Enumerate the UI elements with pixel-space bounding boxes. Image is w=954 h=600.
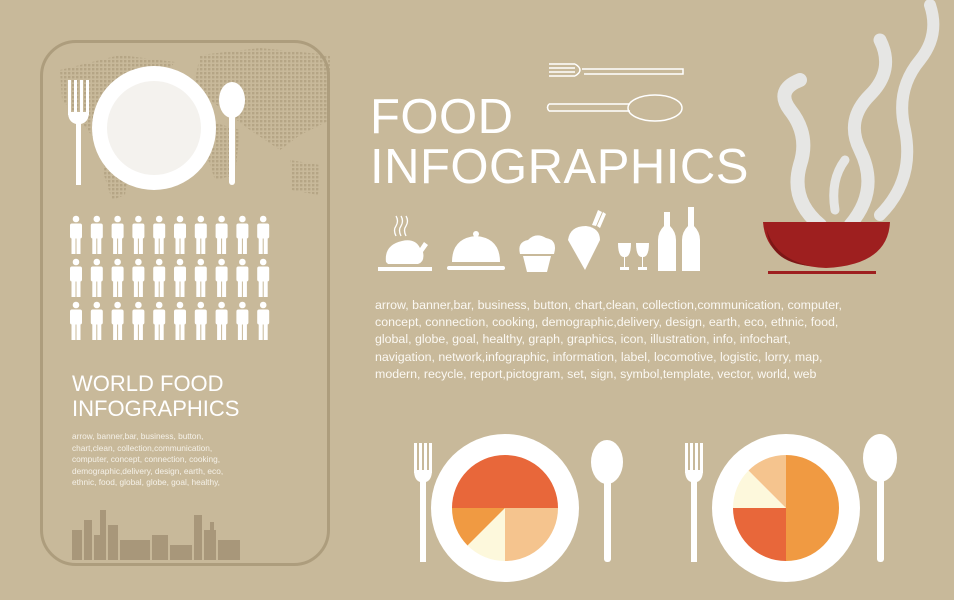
spoon-icon: [863, 434, 897, 562]
person-icon: [90, 301, 103, 340]
fork-icon: [685, 443, 703, 562]
person-icon: [111, 301, 124, 340]
panel-title: WORLD FOOD INFOGRAPHICS: [72, 371, 239, 421]
title-line-1: FOOD: [370, 90, 514, 144]
keywords-paragraph: arrow, banner,bar, business, button, cha…: [375, 297, 935, 383]
plate-pie-2: [733, 455, 839, 561]
person-icon: [215, 215, 228, 254]
keywords-line: concept, connection, cooking, demographi…: [375, 315, 839, 330]
pie-slice: [452, 508, 505, 546]
panel-title-line-1: WORLD FOOD: [72, 371, 224, 396]
person-icon: [174, 301, 186, 340]
person-icon: [194, 301, 207, 340]
panel-keywords-line: ethnic, food, global, globe, goal, healt…: [72, 477, 220, 488]
pie-slice: [505, 508, 558, 561]
wine-glasses-icon: [618, 243, 649, 270]
panel-keywords: arrow, banner,bar, business, button, cha…: [72, 431, 223, 489]
pie-slice: [467, 508, 505, 561]
person-icon: [257, 301, 270, 340]
person-icon: [111, 215, 124, 254]
panel-keywords-line: demographic,delivery, design, earth, eco…: [72, 465, 224, 476]
ice-cream-icon: [568, 210, 606, 270]
pie-slice: [733, 508, 786, 561]
person-icon: [70, 215, 82, 254]
fork-icon: [68, 80, 89, 185]
panel-keywords-line: chart,clean, collection,communication,: [72, 442, 213, 453]
bottom-setting-1: [414, 434, 623, 582]
person-icon: [90, 215, 103, 254]
person-icon: [153, 301, 166, 340]
person-icon: [194, 258, 207, 297]
page-title: FOOD INFOGRAPHICS: [370, 92, 749, 192]
person-icon: [194, 215, 207, 254]
world-food-panel: [40, 40, 330, 566]
panel-keywords-line: computer, concept, connection, cooking,: [72, 454, 221, 465]
bottom-setting-2: [685, 434, 897, 582]
keywords-line: navigation, network,infographic, informa…: [375, 349, 823, 364]
person-icon: [153, 215, 166, 254]
spoon-icon: [591, 440, 623, 562]
person-icon: [236, 215, 249, 254]
steam-icon: [777, 0, 940, 232]
keywords-line: global, globe, goal, healthy, graph, gra…: [375, 332, 791, 347]
people-pictogram-grid: [70, 215, 270, 340]
person-icon: [153, 258, 166, 297]
person-icon: [257, 258, 270, 297]
person-icon: [132, 215, 145, 254]
person-icon: [174, 215, 186, 254]
keywords-line: arrow, banner,bar, business, button, cha…: [375, 298, 842, 312]
person-icon: [215, 301, 228, 340]
city-skyline-icon: [72, 510, 240, 560]
person-icon: [132, 301, 145, 340]
cloche-icon: [447, 231, 505, 270]
fork-icon: [414, 443, 432, 562]
panel-title-line-2: INFOGRAPHICS: [72, 396, 240, 421]
muffin-icon: [519, 235, 555, 272]
pie-slice: [452, 455, 558, 508]
roast-chicken-icon: [378, 215, 432, 271]
panel-keywords-line: arrow, banner,bar, business, button,: [72, 431, 204, 441]
keywords-line: modern, recycle, report,pictogram, set, …: [375, 366, 817, 381]
pie-slice: [733, 470, 786, 508]
title-line-2: INFOGRAPHICS: [370, 140, 749, 194]
person-icon: [111, 258, 124, 297]
plate-icon: [92, 66, 216, 190]
person-icon: [236, 258, 249, 297]
steaming-bowl-icon: [763, 222, 890, 274]
person-icon: [174, 258, 186, 297]
person-icon: [70, 301, 82, 340]
person-icon: [215, 258, 228, 297]
spoon-outline-icon: [546, 94, 683, 122]
person-icon: [257, 215, 270, 254]
spoon-icon: [219, 82, 245, 185]
fork-outline-icon: [549, 63, 684, 77]
person-icon: [132, 258, 145, 297]
person-icon: [236, 301, 249, 340]
person-icon: [70, 258, 82, 297]
person-icon: [90, 258, 103, 297]
bottles-icon: [658, 207, 700, 271]
pie-slice: [786, 455, 839, 561]
pie-slice: [748, 455, 786, 508]
plate-pie-1: [452, 455, 558, 561]
